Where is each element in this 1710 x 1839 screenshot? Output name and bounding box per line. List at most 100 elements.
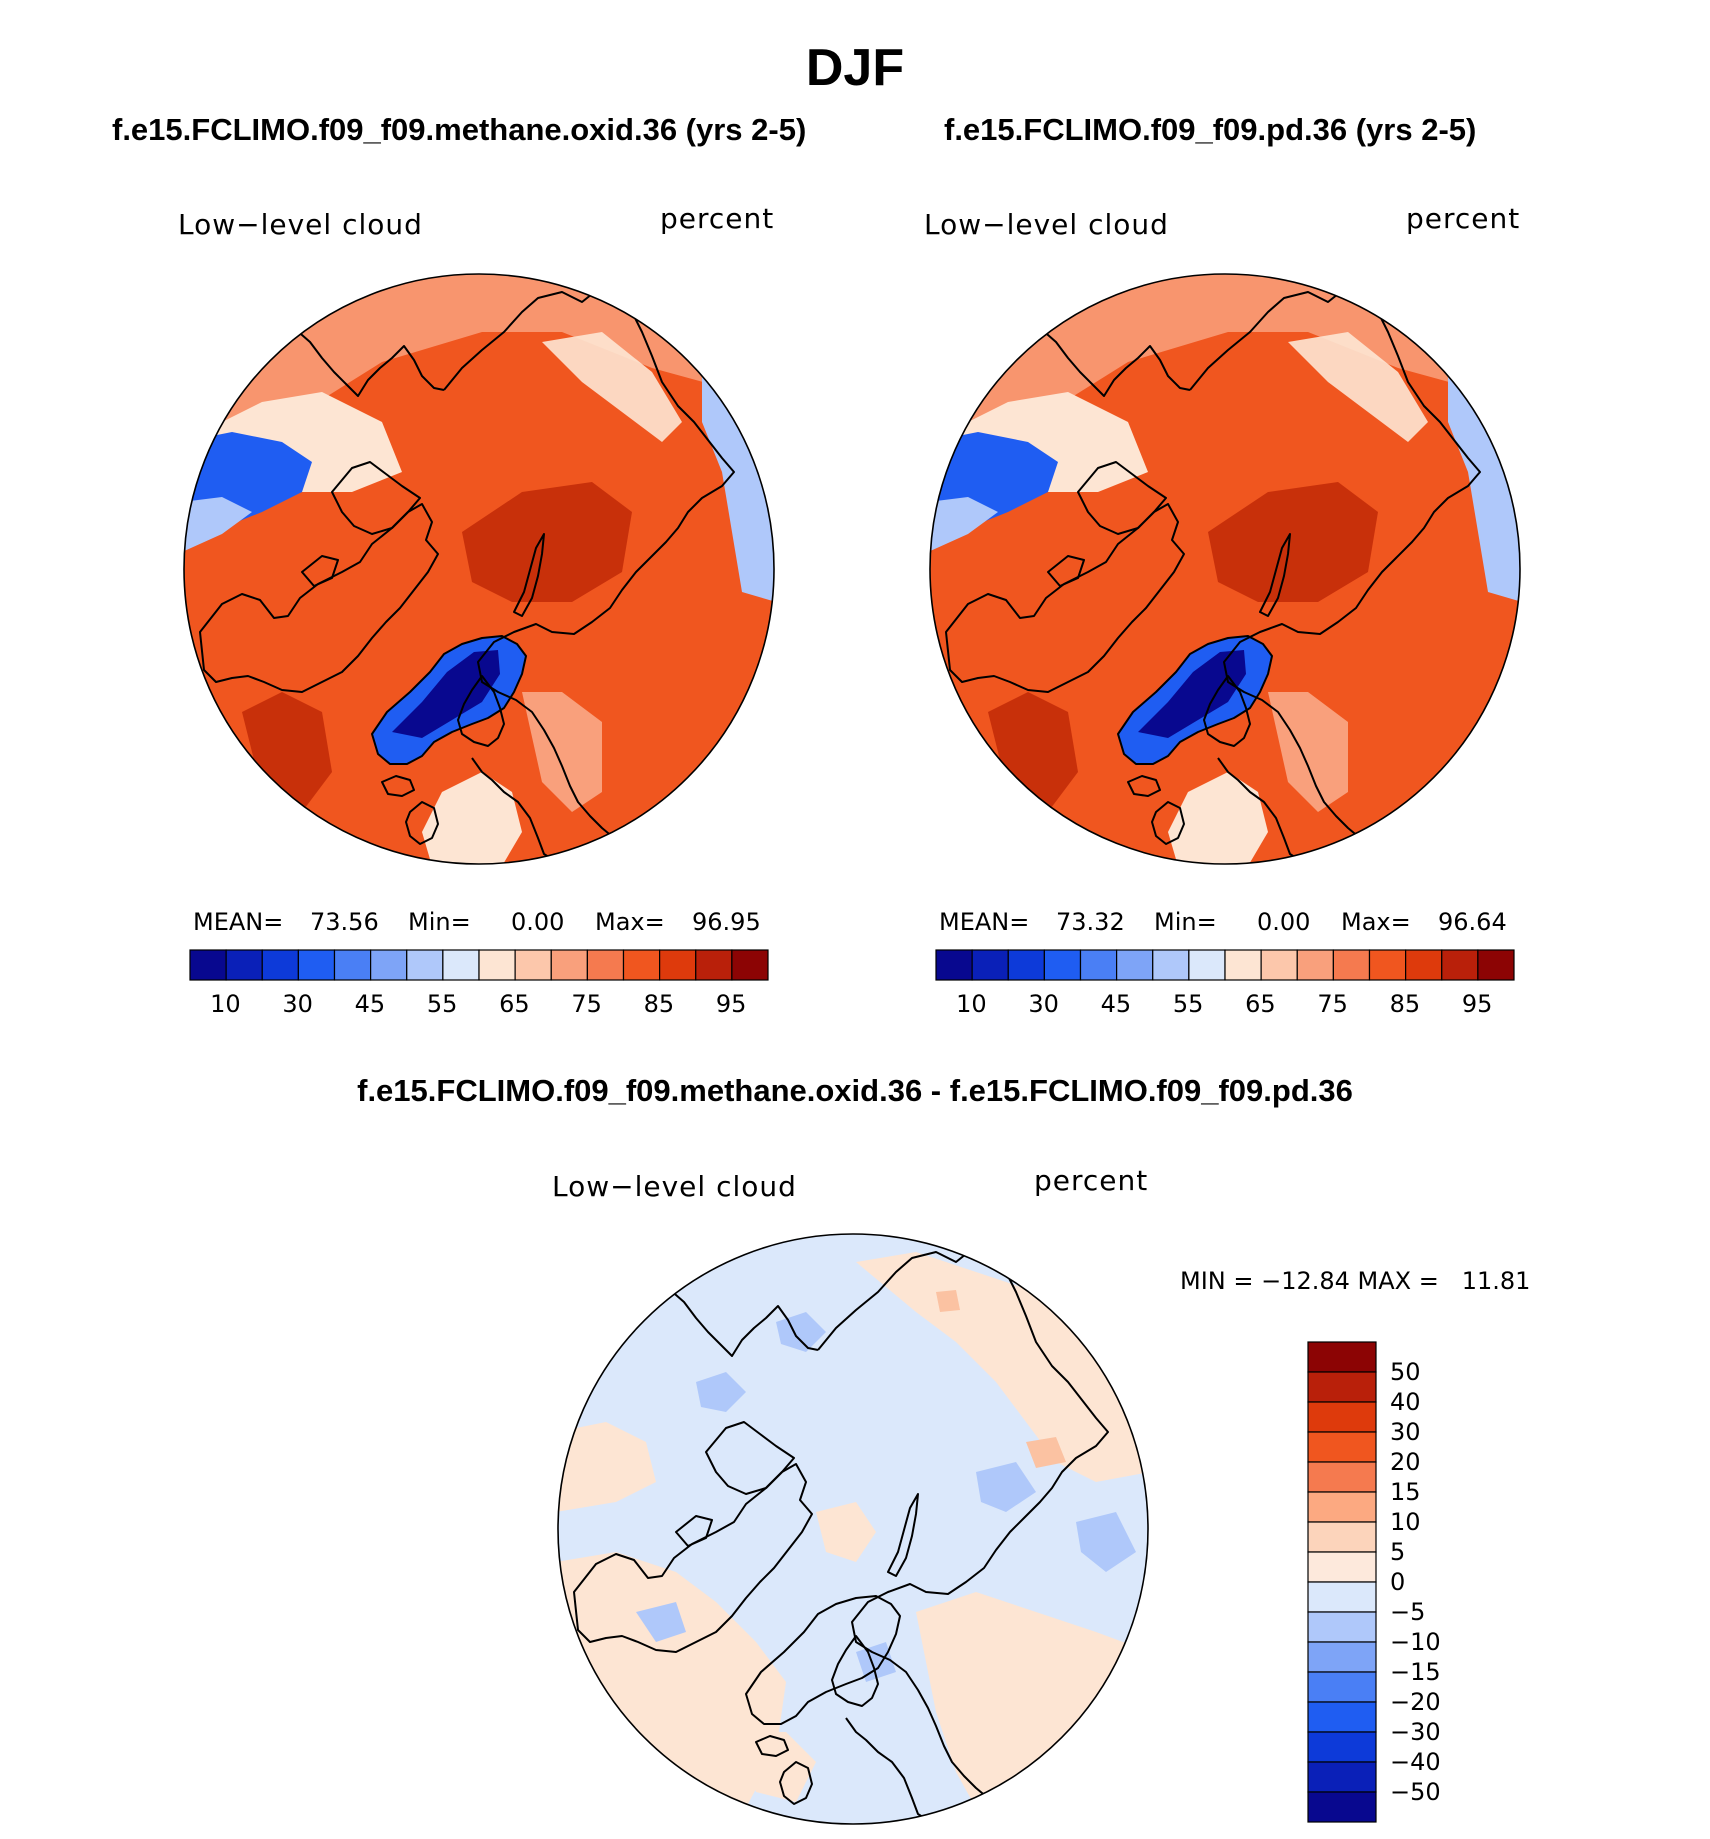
colorbar-tick-label: 45 [354, 990, 386, 1018]
season-title: DJF [805, 39, 905, 97]
colorbar-tick-label: 85 [643, 990, 675, 1018]
panel2-variable-label: Low−level cloud [924, 208, 1169, 241]
colorbar-segment [1307, 1731, 1377, 1763]
colorbar-segment [1307, 1371, 1377, 1403]
field-region-positive [816, 1502, 876, 1562]
coastline [1259, 533, 1291, 617]
field-region-darkred [462, 482, 632, 602]
map-border [929, 273, 1521, 865]
coastline [887, 1493, 919, 1577]
colorbar-segment [1477, 949, 1515, 981]
coastline [831, 1635, 879, 1707]
panel2-colorbar [935, 949, 1515, 981]
panel1-units-label: percent [660, 202, 775, 235]
field-region-positive-strong [936, 1290, 960, 1312]
difference-colorbar-ticks: 50 40 30 20 15 10 5 0 −5 −10 −15 −20 −30 −40 −50 [1390, 1342, 1510, 1822]
field-region-darkblue [1138, 650, 1246, 738]
panel1-case-title: f.e15.FCLIMO.f09_f09.methane.oxid.36 (yr… [112, 112, 807, 147]
coastline [301, 461, 421, 587]
colorbar-segment [695, 949, 733, 981]
colorbar-segment [478, 949, 516, 981]
field-region-light [522, 692, 602, 812]
colorbar-segment [622, 949, 661, 981]
diff-min-max-text: MIN = −12.84 MAX = 11.81 [1180, 1267, 1531, 1295]
colorbar-segment [1307, 1491, 1377, 1523]
colorbar-segment [731, 949, 769, 981]
colorbar-segment [297, 949, 336, 981]
colorbar-segment [1368, 949, 1407, 981]
panel1-max-value: 96.95 [692, 908, 761, 936]
colorbar-segment [1307, 1401, 1377, 1433]
coastline [513, 533, 545, 617]
colorbar-segment [1307, 1791, 1377, 1823]
panel2-case-title: f.e15.FCLIMO.f09_f09.pd.36 (yrs 2-5) [944, 112, 1477, 147]
coastline [381, 775, 415, 797]
colorbar-tick-label: 40 [1390, 1388, 1421, 1416]
map-border [557, 1233, 1149, 1825]
colorbar-segment [1405, 949, 1443, 981]
colorbar-tick-label: 20 [1390, 1448, 1421, 1476]
diff-units-label: percent [1034, 1164, 1149, 1197]
field-region-positive [736, 1732, 816, 1802]
colorbar-segment [935, 949, 973, 981]
coastline [745, 1595, 901, 1725]
coastline [623, 1281, 819, 1357]
colorbar-tick-label: 75 [571, 990, 602, 1018]
panel2-min-label: Min= [1154, 908, 1217, 936]
field-region-negative [636, 1602, 686, 1642]
map-field [184, 274, 774, 864]
coastline [573, 1463, 813, 1653]
field-region-negative [856, 1642, 896, 1682]
colorbar-segment [1307, 1551, 1377, 1583]
panel2-polar-map [929, 273, 1521, 865]
field-region-negative [1076, 1512, 1136, 1572]
panel1-mean-value: 73.56 [310, 908, 379, 936]
panel2-mean-label: MEAN= [939, 908, 1030, 936]
colorbar-segment [1224, 949, 1262, 981]
coastline [1203, 675, 1251, 747]
coastline [457, 675, 505, 747]
colorbar-tick-label: 85 [1389, 990, 1421, 1018]
colorbar-segment [1307, 1641, 1377, 1673]
panel1-min-value: 0.00 [511, 908, 565, 936]
colorbar-tick-label: 55 [1172, 990, 1204, 1018]
coastline [443, 285, 735, 864]
panel2-mean-value: 73.32 [1056, 908, 1125, 936]
panel2-units-label: percent [1406, 202, 1521, 235]
panel2-colorbar-ticks: 10 30 45 55 65 75 85 95 [936, 990, 1514, 1020]
field-region-blue [712, 342, 754, 392]
colorbar-tick-label: 10 [1390, 1508, 1421, 1536]
colorbar-segment [189, 949, 227, 981]
field-region-pale [1168, 772, 1268, 864]
colorbar-segment [550, 949, 588, 981]
colorbar-tick-label: −30 [1390, 1718, 1441, 1746]
colorbar-segment [1307, 1701, 1377, 1733]
field-region-positive [856, 1252, 1148, 1482]
coastline [249, 321, 445, 397]
colorbar-segment [971, 949, 1009, 981]
colorbar-segment [1079, 949, 1118, 981]
field-region-blue [1458, 342, 1500, 392]
colorbar-tick-label: 30 [282, 990, 313, 1018]
colorbar-tick-label: 0 [1390, 1568, 1406, 1596]
colorbar-segment [586, 949, 625, 981]
coastline [1151, 801, 1185, 845]
coastline [405, 801, 439, 845]
colorbar-segment [1307, 1431, 1377, 1463]
colorbar-segment [1116, 949, 1154, 981]
colorbar-tick-label: −40 [1390, 1748, 1441, 1776]
colorbar-tick-label: 15 [1390, 1478, 1421, 1506]
colorbar-segment [1307, 1581, 1377, 1613]
difference-polar-map [557, 1233, 1149, 1825]
field-region-light [1268, 692, 1348, 812]
colorbar-tick-label: −10 [1390, 1628, 1441, 1656]
coastline [817, 1245, 1109, 1824]
map-field [558, 1234, 1148, 1824]
field-region-negative [976, 1462, 1036, 1512]
coastline [1127, 775, 1161, 797]
colorbar-segment [1260, 949, 1298, 981]
colorbar-tick-label: 75 [1317, 990, 1348, 1018]
colorbar-segment [1441, 949, 1479, 981]
panel2-min-value: 0.00 [1257, 908, 1311, 936]
panel2-max-value: 96.64 [1438, 908, 1507, 936]
